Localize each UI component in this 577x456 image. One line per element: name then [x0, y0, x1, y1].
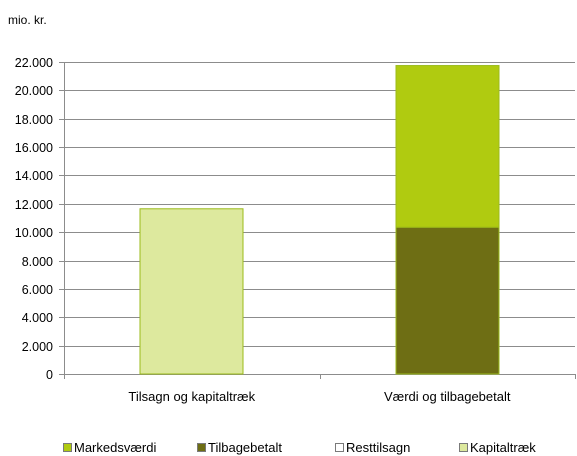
y-tick-label: 16.000 [15, 141, 53, 155]
x-category-label: Tilsagn og kapitaltræk [128, 389, 255, 404]
bar-segment-markedsvaerdi [395, 65, 500, 228]
legend-label-resttilsagn: Resttilsagn [346, 440, 411, 455]
y-axis-unit-label: mio. kr. [8, 13, 47, 27]
y-tick-label: 18.000 [15, 113, 53, 127]
y-tick-label: 22.000 [15, 56, 53, 70]
bar-segment-tilbagebetalt [395, 226, 500, 375]
y-tick-label: 20.000 [15, 84, 53, 98]
y-tick-label: 12.000 [15, 198, 53, 212]
legend-swatch-kapitaltraek [459, 443, 468, 452]
x-category-label: Værdi og tilbagebetalt [384, 389, 511, 404]
legend-swatch-resttilsagn [335, 443, 344, 452]
legend-label-tilbagebetalt: Tilbagebetalt [208, 440, 282, 455]
y-tick-label: 6.000 [22, 283, 53, 297]
legend-swatch-tilbagebetalt [197, 443, 206, 452]
stacked-bar-chart: 0 2.000 4.000 6.000 8.000 10.000 12.000 14.000 1… [15, 56, 576, 404]
y-tick-label: 4.000 [22, 311, 53, 325]
legend-item-resttilsagn: Resttilsagn [335, 440, 410, 455]
legend-item-markedsvaerdi: Markedsværdi [63, 440, 156, 455]
legend-item-kapitaltraek: Kapitaltræk [459, 440, 536, 455]
legend-label-markedsvaerdi: Markedsværdi [74, 440, 157, 455]
chart-legend: Markedsværdi Tilbagebetalt Resttilsagn K… [0, 437, 577, 456]
legend-label-kapitaltraek: Kapitaltræk [470, 440, 536, 455]
legend-swatch-markedsvaerdi [63, 443, 72, 452]
y-tick-label: 14.000 [15, 169, 53, 183]
y-tick-label: 0 [46, 368, 53, 382]
y-tick-label: 2.000 [22, 340, 53, 354]
y-tick-label: 10.000 [15, 226, 53, 240]
y-tick-label: 8.000 [22, 255, 53, 269]
legend-item-tilbagebetalt: Tilbagebetalt [197, 440, 282, 455]
bar-segment-kapitaltraek [139, 208, 244, 375]
